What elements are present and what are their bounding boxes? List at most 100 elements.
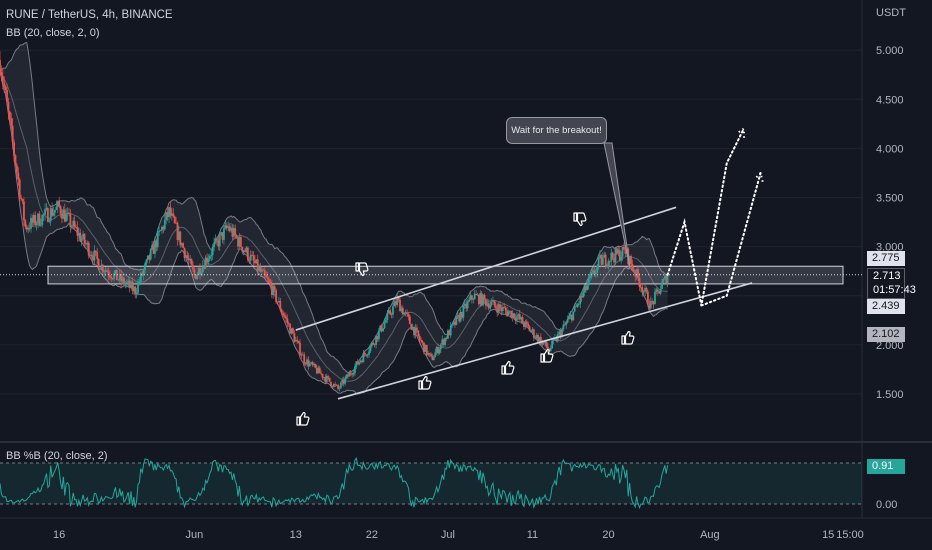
candle-body bbox=[541, 341, 544, 345]
candle-body bbox=[458, 315, 461, 322]
candle-body bbox=[623, 247, 625, 250]
candle-body bbox=[573, 306, 576, 312]
candle-body bbox=[254, 260, 256, 264]
candle-body bbox=[93, 250, 96, 261]
candle-body bbox=[137, 282, 139, 293]
candle-body bbox=[537, 335, 539, 343]
candle-body bbox=[185, 255, 187, 258]
candle-body bbox=[255, 259, 258, 264]
channel-lower-line[interactable] bbox=[337, 282, 753, 400]
candle-body bbox=[466, 301, 469, 309]
candle-body bbox=[430, 353, 432, 357]
candle-body bbox=[659, 288, 662, 294]
candle-body bbox=[308, 363, 311, 367]
candle-body bbox=[518, 314, 521, 320]
candle-body bbox=[146, 255, 149, 260]
candle-body bbox=[192, 264, 194, 270]
candle-body bbox=[363, 353, 366, 355]
candle-body bbox=[10, 118, 13, 126]
candle-body bbox=[56, 201, 59, 207]
candle-body bbox=[142, 269, 145, 276]
candle-body bbox=[570, 314, 573, 321]
candle-body bbox=[558, 331, 561, 335]
candle-body bbox=[120, 273, 123, 282]
candle-body bbox=[23, 201, 25, 221]
candle-body bbox=[349, 372, 352, 375]
candle-body bbox=[392, 306, 394, 315]
candle-body bbox=[104, 270, 107, 272]
candle-body bbox=[275, 289, 277, 302]
price-tick-label: 2.000 bbox=[876, 340, 904, 352]
candle-body bbox=[641, 287, 644, 293]
candle-body bbox=[617, 249, 620, 254]
candle-body bbox=[501, 307, 504, 311]
candle-body bbox=[465, 303, 468, 309]
candle-body bbox=[477, 294, 480, 305]
candle-body bbox=[196, 273, 199, 280]
candle-body bbox=[369, 346, 372, 352]
candle-body bbox=[220, 232, 223, 235]
candle-body bbox=[490, 301, 493, 306]
candle-body bbox=[420, 340, 423, 342]
candle-body bbox=[520, 317, 523, 320]
candle-body bbox=[108, 274, 111, 278]
candle-body bbox=[644, 288, 646, 292]
candle-body bbox=[589, 276, 592, 279]
candle-body bbox=[439, 344, 442, 350]
candle-body bbox=[416, 327, 418, 331]
candle-body bbox=[159, 230, 162, 232]
candle-body bbox=[613, 257, 616, 263]
candle-body bbox=[339, 382, 342, 388]
candle-body bbox=[258, 267, 261, 271]
candle-body bbox=[524, 321, 527, 327]
candle-body bbox=[289, 324, 292, 334]
candle-body bbox=[211, 246, 214, 256]
candle-body bbox=[221, 232, 224, 240]
candle-body bbox=[361, 360, 363, 363]
candle-body bbox=[621, 247, 624, 257]
candle-body bbox=[320, 373, 323, 375]
candle-body bbox=[186, 255, 189, 259]
candle-body bbox=[287, 323, 290, 325]
candle-body bbox=[542, 341, 545, 344]
candle-body bbox=[521, 317, 524, 324]
candle-body bbox=[96, 251, 99, 259]
candle-body bbox=[55, 206, 58, 210]
bar-countdown: 01:57:43 bbox=[873, 284, 916, 296]
candle-body bbox=[544, 341, 546, 344]
candle-body bbox=[385, 320, 387, 323]
candle-body bbox=[594, 272, 597, 275]
candle-body bbox=[3, 82, 6, 87]
candle-body bbox=[666, 274, 669, 284]
candle-body bbox=[583, 285, 586, 293]
candle-body bbox=[396, 297, 399, 305]
candle-body bbox=[527, 323, 530, 327]
candle-body bbox=[152, 245, 155, 254]
candle-body bbox=[44, 209, 46, 215]
candle-body bbox=[600, 254, 603, 265]
candle-body bbox=[624, 249, 627, 254]
candle-body bbox=[73, 220, 76, 228]
candle-body bbox=[499, 304, 501, 308]
candle-body bbox=[190, 259, 193, 265]
candle-body bbox=[538, 337, 541, 343]
candle-body bbox=[579, 295, 582, 304]
candle-body bbox=[328, 377, 331, 382]
thumbs-down-icon bbox=[573, 212, 587, 227]
candle-body bbox=[170, 213, 173, 216]
candle-body bbox=[424, 345, 427, 352]
breakout-callout: Wait for the breakout! bbox=[506, 117, 607, 144]
candle-body bbox=[283, 314, 286, 317]
projection-path-alt[interactable] bbox=[700, 171, 762, 307]
channel-upper-line[interactable] bbox=[295, 206, 677, 331]
candle-body bbox=[459, 312, 462, 322]
candle-body bbox=[620, 256, 623, 261]
candle-body bbox=[54, 209, 56, 213]
candle-body bbox=[634, 271, 637, 277]
candle-body bbox=[444, 337, 446, 345]
candle-body bbox=[468, 299, 470, 302]
time-tick-label: 20 bbox=[602, 529, 614, 541]
candle-body bbox=[79, 232, 82, 242]
candle-body bbox=[631, 264, 634, 270]
